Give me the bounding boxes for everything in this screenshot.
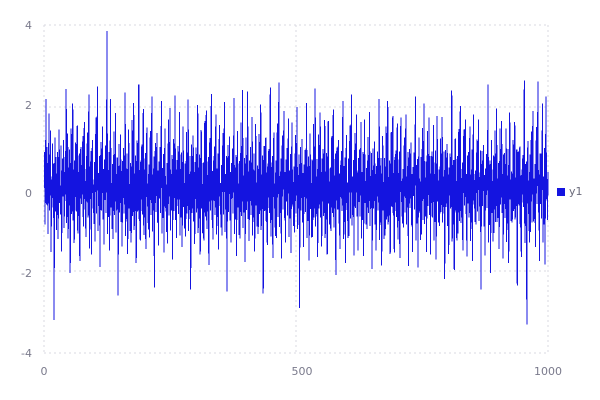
y-tick-label-2: 2: [25, 99, 32, 112]
legend-label-y1: y1: [569, 185, 583, 198]
y-tick-label-neg4: -4: [21, 347, 32, 360]
series-group: [44, 31, 549, 325]
series-line-y1: [44, 31, 549, 325]
x-tick-label-500: 500: [291, 365, 313, 378]
y-tick-label-neg2: -2: [21, 267, 32, 280]
y-tick-label-0: 0: [25, 187, 32, 200]
legend-swatch-y1: [557, 187, 565, 196]
legend: y1: [557, 186, 583, 197]
y-tick-label-4: 4: [25, 19, 32, 32]
x-tick-label-1000: 1000: [534, 365, 562, 378]
x-tick-label-0: 0: [40, 365, 48, 378]
